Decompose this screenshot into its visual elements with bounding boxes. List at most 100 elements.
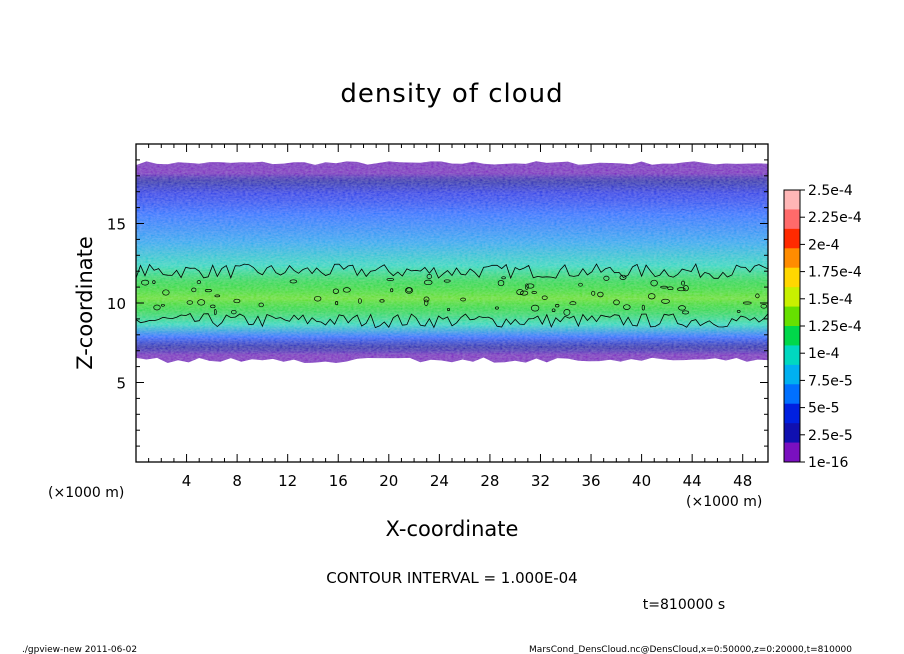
contour-island (681, 280, 685, 286)
contour-island (494, 306, 499, 310)
contour-island (677, 287, 686, 292)
colorbar-label: 1e-16 (808, 455, 848, 471)
colorbar-swatch (784, 228, 800, 249)
y-axis-label: Z-coordinate (73, 236, 97, 370)
contour-island (591, 290, 596, 296)
colorbar-swatch (784, 306, 800, 327)
contour-island (501, 276, 506, 280)
contour-island (152, 280, 156, 284)
colorbar-swatch (784, 190, 800, 210)
contour-island (390, 288, 394, 293)
x-tick-label: 36 (581, 472, 600, 490)
x-unit-left: (×1000 m) (48, 485, 124, 501)
contour-island (314, 295, 322, 302)
contour-island (531, 291, 537, 294)
x-tick-label: 24 (430, 472, 449, 490)
colorbar-label: 2e-4 (808, 237, 840, 253)
contour-island (160, 303, 165, 307)
contour-island (424, 299, 429, 306)
contour-interval: CONTOUR INTERVAL = 1.000E-04 (326, 569, 577, 587)
footer-left: ./gpview-new 2011-06-02 (22, 645, 137, 654)
colorbar-label: 7.5e-5 (808, 373, 853, 389)
contour-island (210, 304, 216, 309)
contour-island (524, 283, 529, 290)
contour-island (578, 282, 583, 287)
contour-island (213, 309, 217, 316)
contour-island (186, 300, 193, 305)
contour-island (641, 304, 645, 311)
contour-island (386, 278, 395, 281)
x-tick-label: 16 (329, 472, 348, 490)
x-tick-label: 4 (182, 472, 192, 490)
contour-island (597, 291, 604, 298)
contour-island (661, 298, 670, 304)
y-axis: 5 10 15 (107, 159, 768, 447)
contour-island (681, 310, 690, 315)
contour-island (191, 287, 197, 293)
x-tick-label: 40 (632, 472, 651, 490)
contour-island (760, 304, 768, 309)
x-tick-label: 12 (278, 472, 297, 490)
contour-island (342, 287, 351, 293)
contour-lines (136, 263, 768, 329)
y-tick-label: 15 (107, 216, 126, 234)
contour-island (141, 279, 150, 286)
contour-island (603, 275, 610, 281)
contour-island (563, 309, 571, 316)
contour-island (446, 307, 451, 312)
x-unit-right: (×1000 m) (686, 494, 762, 510)
contour-island (519, 290, 529, 296)
colorbar-label: 1.25e-4 (808, 319, 862, 335)
colorbar-label: 1e-4 (808, 346, 840, 362)
contour-island (530, 304, 540, 312)
x-tick-label: 8 (232, 472, 242, 490)
contour-island (619, 274, 627, 280)
chart-title: density of cloud (340, 79, 563, 109)
colorbar-label: 2.5e-5 (808, 428, 853, 444)
contour-island (443, 279, 451, 283)
x-tick-label: 28 (480, 472, 499, 490)
contour-island (153, 304, 161, 311)
contour-island (196, 280, 202, 285)
x-tick-label: 20 (379, 472, 398, 490)
contour-island (332, 288, 339, 294)
x-tick-label: 44 (683, 472, 702, 490)
contour-island (667, 286, 674, 290)
contour-island (541, 295, 548, 300)
colorbar-swatch (784, 384, 800, 405)
colorbar-swatch (784, 267, 800, 288)
colorbar-swatch (784, 248, 800, 269)
colorbar-label: 2.5e-4 (808, 183, 853, 199)
time-label: t=810000 s (643, 597, 725, 613)
x-axis-label: X-coordinate (386, 517, 519, 541)
x-tick-label: 48 (733, 472, 752, 490)
colorbar-label: 5e-5 (808, 401, 839, 417)
contour-island (516, 289, 524, 296)
contour-island (660, 285, 668, 289)
contour-island (423, 279, 433, 286)
contour-island (204, 289, 212, 293)
contour-island (460, 297, 466, 302)
colorbar-label: 2.25e-4 (808, 210, 862, 226)
contour-island (647, 293, 656, 300)
contour-island (555, 304, 560, 308)
contour-island (736, 309, 741, 313)
contour-island (426, 274, 432, 279)
footer-right: MarsCond_DensCloud.nc@DensCloud,x=0:5000… (529, 645, 852, 654)
colorbar: 2.5e-4 2.25e-4 2e-4 1.75e-4 1.5e-4 1.25e-4 1e-… (783, 183, 862, 471)
contour-island (650, 279, 658, 287)
colorbar-swatch (784, 287, 800, 308)
contour-island (742, 301, 752, 305)
x-axis: 4 8 12 16 20 24 28 32 36 40 44 48 (148, 144, 756, 490)
colorbar-swatch (784, 326, 800, 346)
contour-island (233, 298, 241, 304)
colorbar-label: 1.75e-4 (808, 265, 862, 281)
contour-island (357, 298, 362, 304)
contour-island (289, 279, 298, 284)
contour-island (214, 294, 221, 298)
contour-island (497, 280, 505, 287)
contour-island (683, 285, 689, 292)
contour-island (551, 308, 556, 312)
colorbar-swatch (784, 423, 800, 444)
